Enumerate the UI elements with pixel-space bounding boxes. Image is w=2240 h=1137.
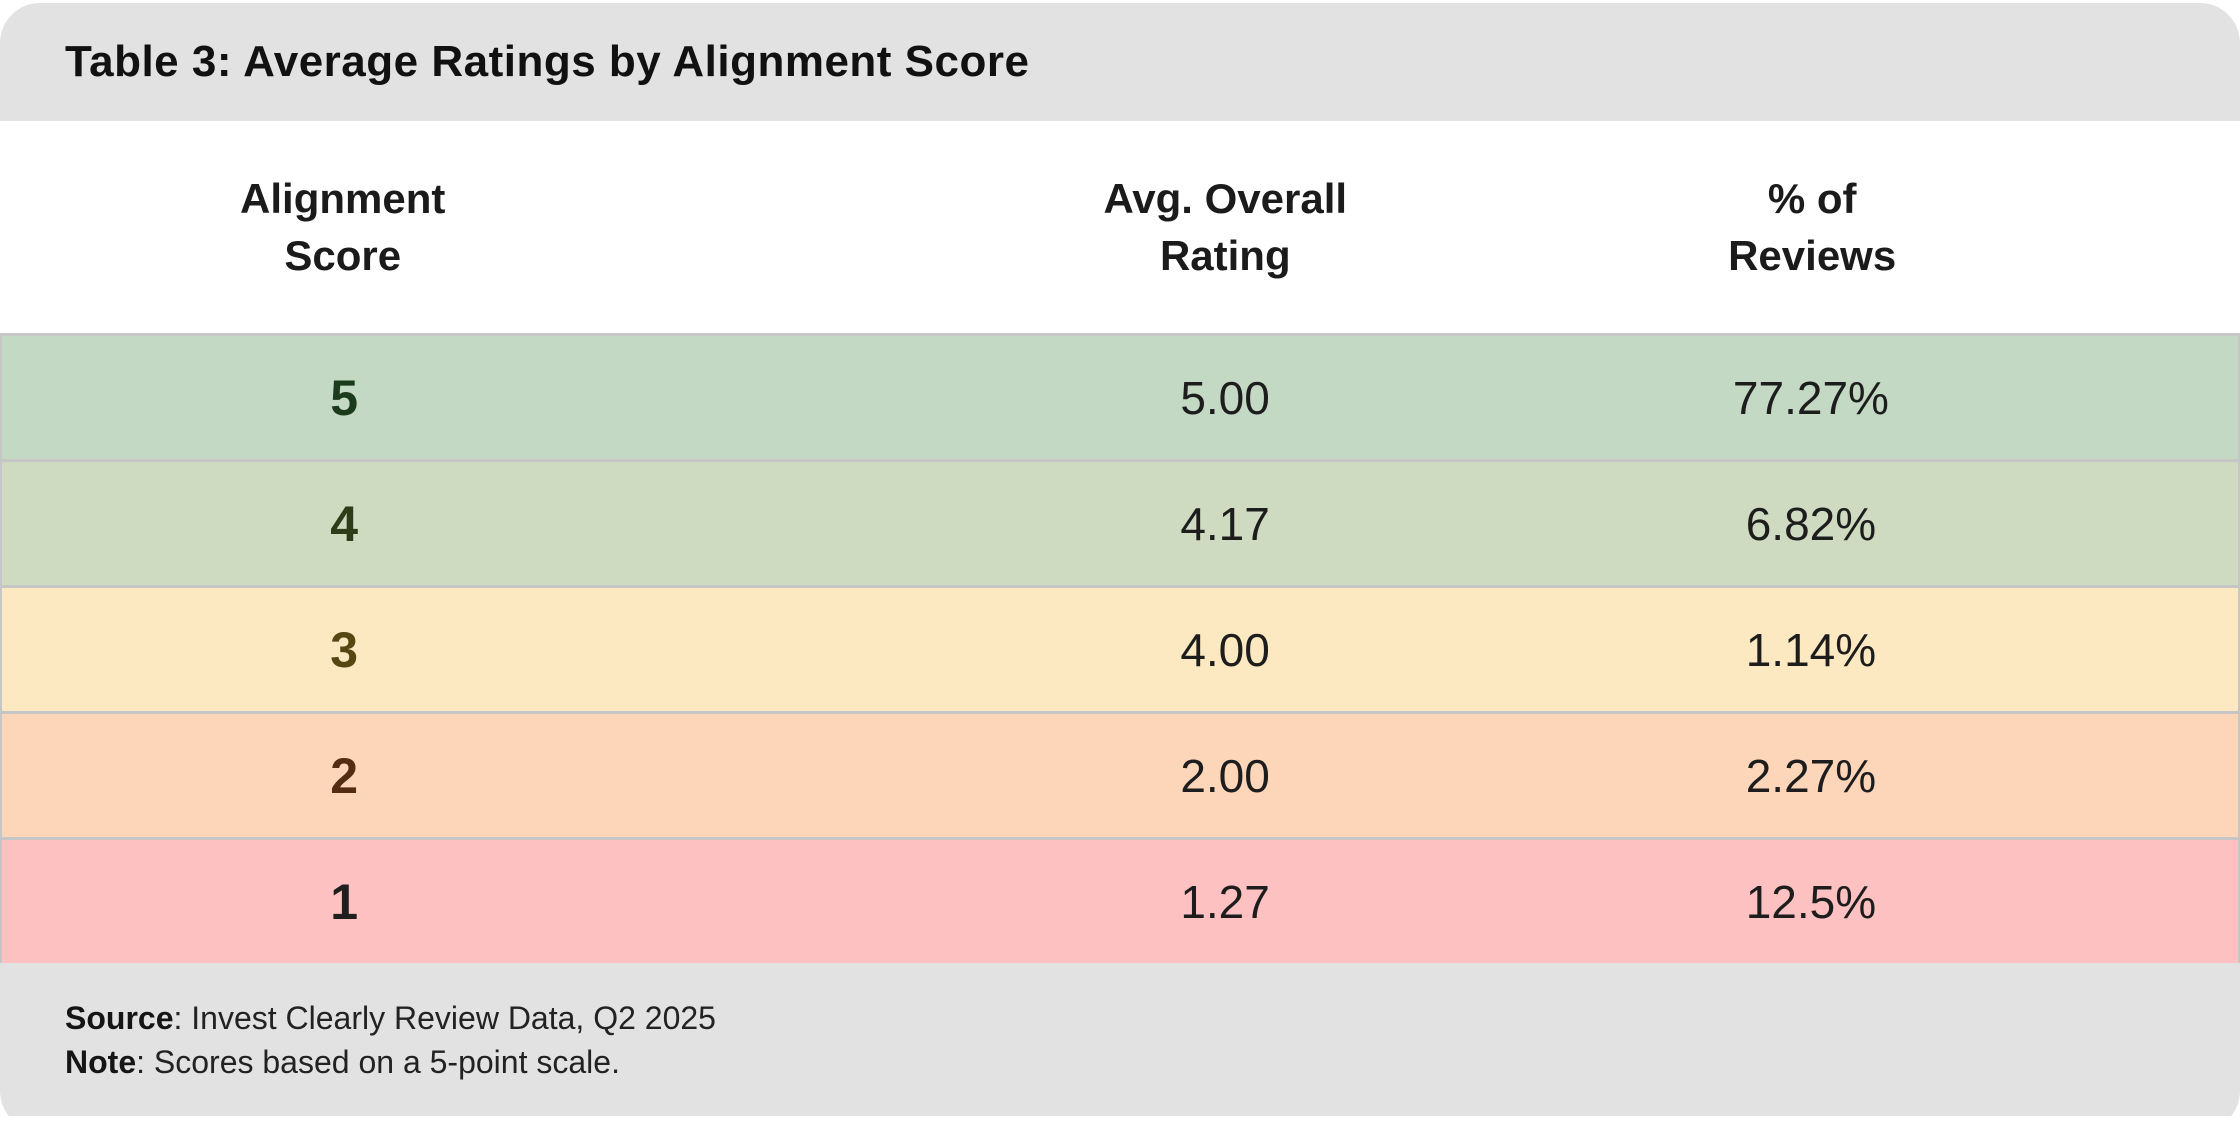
score-cell: 5 bbox=[330, 369, 358, 426]
percent-cell: 6.82% bbox=[1745, 497, 1877, 550]
column-header-line: % of bbox=[1767, 175, 1857, 222]
table-title-bar: Table 3: Average Ratings by Alignment Sc… bbox=[0, 3, 2240, 121]
table-footnote: Source: Invest Clearly Review Data, Q2 2… bbox=[0, 963, 2240, 1116]
rating-cell: 2.00 bbox=[1180, 749, 1270, 802]
note-line: Note: Scores based on a 5-point scale. bbox=[65, 1045, 2240, 1079]
table-row: 3 4.00 1.14% bbox=[2, 585, 2238, 711]
score-cell: 4 bbox=[330, 495, 358, 552]
column-header-line: Score bbox=[284, 232, 402, 279]
source-text: : Invest Clearly Review Data, Q2 2025 bbox=[173, 999, 716, 1036]
table-row: 2 2.00 2.27% bbox=[2, 711, 2238, 837]
column-header-line: Rating bbox=[1159, 232, 1291, 279]
percent-cell: 2.27% bbox=[1745, 749, 1877, 802]
rating-cell: 5.00 bbox=[1180, 371, 1270, 424]
table-row: 5 5.00 77.27% bbox=[2, 333, 2238, 459]
rating-cell: 4.00 bbox=[1180, 623, 1270, 676]
ratings-table-card: Table 3: Average Ratings by Alignment Sc… bbox=[0, 3, 2240, 1131]
score-cell: 2 bbox=[330, 747, 358, 804]
note-text: : Scores based on a 5-point scale. bbox=[136, 1043, 620, 1080]
rating-cell: 4.17 bbox=[1180, 497, 1270, 550]
column-header-line: Alignment bbox=[240, 175, 446, 222]
column-header-alignment-score: Alignment Score bbox=[240, 170, 445, 284]
table-body: 5 5.00 77.27% 4 4.17 6.82% 3 4.00 1.14% … bbox=[0, 333, 2240, 963]
table-row: 1 1.27 12.5% bbox=[2, 837, 2238, 963]
percent-cell: 12.5% bbox=[1745, 875, 1877, 928]
column-header-pct-of-reviews: % of Reviews bbox=[1728, 170, 1896, 284]
column-header-avg-overall-rating: Avg. Overall Rating bbox=[1103, 170, 1347, 284]
score-cell: 1 bbox=[330, 873, 358, 930]
column-header-line: Reviews bbox=[1728, 232, 1897, 279]
percent-cell: 1.14% bbox=[1745, 623, 1877, 676]
column-header-line: Avg. Overall bbox=[1103, 175, 1348, 222]
score-cell: 3 bbox=[330, 621, 358, 678]
table-title: Table 3: Average Ratings by Alignment Sc… bbox=[65, 37, 1030, 86]
rating-cell: 1.27 bbox=[1180, 875, 1270, 928]
table-header-row: Alignment Score Avg. Overall Rating % of… bbox=[0, 121, 2240, 333]
source-line: Source: Invest Clearly Review Data, Q2 2… bbox=[65, 1001, 2240, 1035]
table-row: 4 4.17 6.82% bbox=[2, 459, 2238, 585]
note-label: Note bbox=[65, 1043, 137, 1080]
percent-cell: 77.27% bbox=[1732, 371, 1889, 424]
source-label: Source bbox=[65, 999, 174, 1036]
